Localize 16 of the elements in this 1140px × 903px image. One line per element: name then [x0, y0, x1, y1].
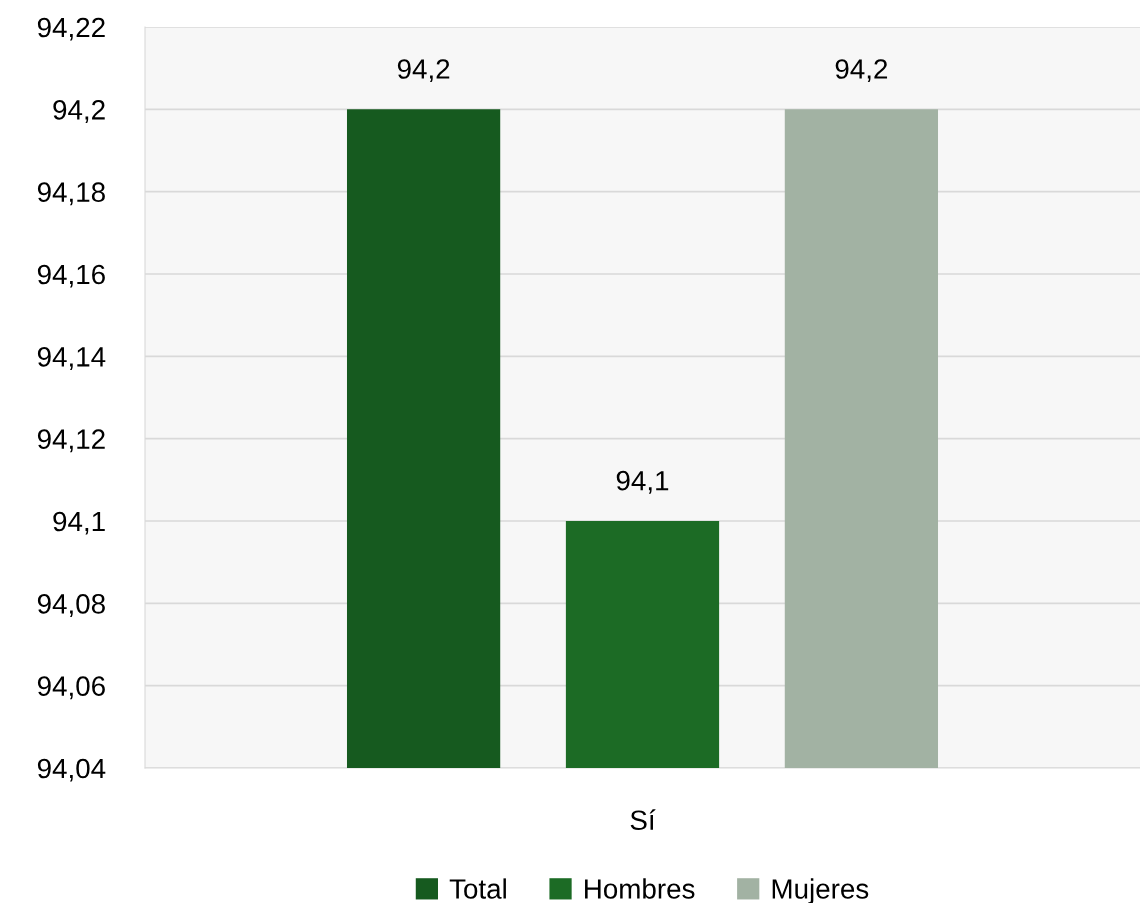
y-tick-label: 94,1 [53, 511, 105, 535]
legend-label: Total [449, 878, 506, 899]
y-tick-label: 94,14 [37, 347, 106, 370]
y-tick-label: 94,04 [37, 758, 106, 782]
data-label: 94,1 [616, 470, 669, 494]
y-tick-label: 94,12 [37, 429, 105, 453]
y-tick-label: 94,06 [37, 676, 105, 700]
y-tick-label: 94,08 [37, 594, 105, 617]
data-label: 94,2 [397, 59, 450, 83]
y-tick-label: 94,18 [37, 182, 105, 206]
y-tick-label: 94,2 [53, 100, 105, 123]
x-tick-label: Sí [630, 809, 656, 831]
y-tick-label: 94,22 [37, 17, 105, 41]
legend-label: Hombres [585, 878, 695, 899]
y-tick-label: 94,16 [37, 264, 105, 288]
data-label: 94,2 [835, 59, 888, 83]
